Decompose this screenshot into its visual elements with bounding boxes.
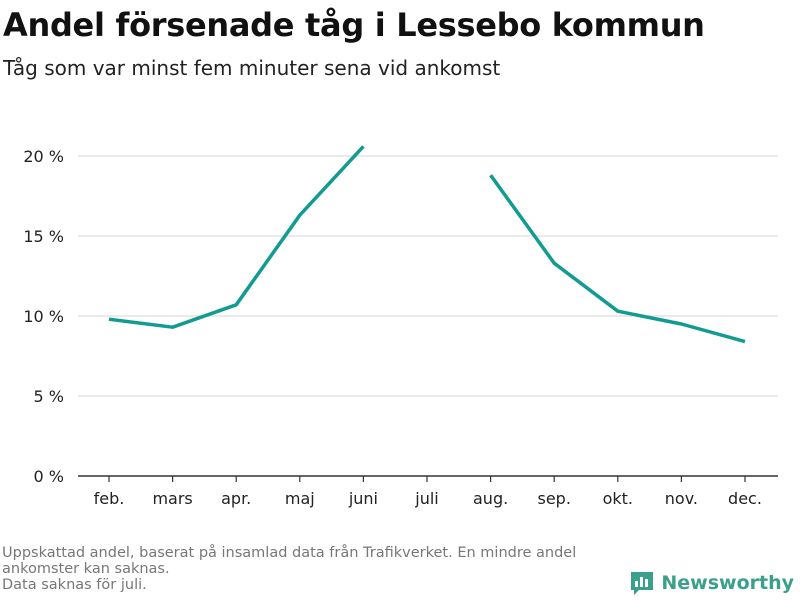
x-tick-label: juni — [348, 489, 378, 508]
x-tick-label: okt. — [603, 489, 633, 508]
x-tick-label: maj — [285, 489, 315, 508]
y-tick-label: 5 % — [34, 387, 64, 406]
footnote-line: Uppskattad andel, baserat på insamlad da… — [2, 545, 577, 561]
brand-logo: Newsworthy — [629, 570, 794, 596]
x-tick-label: aug. — [473, 489, 508, 508]
y-tick-label: 10 % — [23, 307, 64, 326]
x-tick-label: dec. — [728, 489, 762, 508]
y-tick-label: 15 % — [23, 227, 64, 246]
x-tick-label: feb. — [94, 489, 125, 508]
chart-title: Andel försenade tåg i Lessebo kommun — [3, 6, 705, 44]
footnotes: Uppskattad andel, baserat på insamlad da… — [2, 545, 576, 593]
y-tick-label: 20 % — [23, 147, 64, 166]
series-line-segment — [108, 145, 365, 329]
x-tick-label: nov. — [665, 489, 698, 508]
footnote-line: Data saknas för juli. — [2, 577, 147, 593]
x-tick-label: juli — [414, 489, 438, 508]
y-tick-label: 0 % — [34, 467, 64, 486]
series-line-segment — [489, 174, 746, 344]
chart-subtitle: Tåg som var minst fem minuter sena vid a… — [3, 56, 501, 80]
brand-name: Newsworthy — [661, 572, 794, 594]
x-tick-label: mars — [152, 489, 192, 508]
x-tick-label: apr. — [221, 489, 251, 508]
footnote-line: ankomster kan saknas. — [2, 561, 170, 577]
bar-chart-speech-bubble-icon — [631, 572, 654, 595]
x-tick-label: sep. — [537, 489, 570, 508]
